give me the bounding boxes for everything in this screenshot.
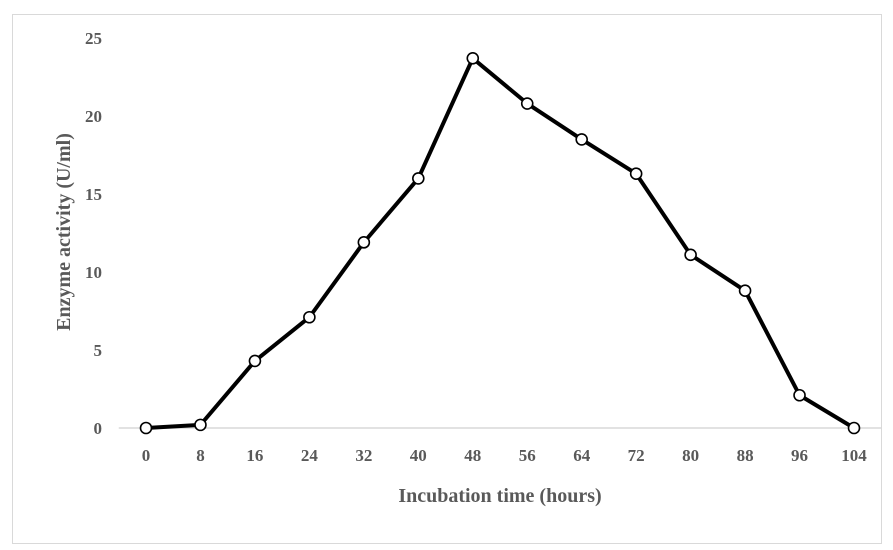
y-tick-label: 25 [85, 29, 102, 48]
data-point [629, 167, 643, 181]
data-point [194, 418, 207, 432]
data-point [520, 97, 534, 110]
y-axis-ticks: 0 5 10 15 20 25 [85, 29, 102, 438]
data-point [575, 133, 588, 146]
x-tick-label: 16 [246, 446, 263, 465]
y-tick-label: 0 [94, 419, 103, 438]
data-point [248, 354, 262, 368]
data-point [466, 51, 480, 65]
x-tick-label: 48 [464, 446, 481, 465]
x-tick-label: 24 [301, 446, 319, 465]
x-tick-label: 0 [142, 446, 151, 465]
y-tick-label: 20 [85, 107, 102, 126]
data-point [847, 421, 861, 435]
y-axis-title: Enzyme activity (U/ml) [53, 133, 75, 331]
data-point [684, 248, 697, 262]
data-point [303, 310, 316, 324]
x-axis-title: Incubation time (hours) [398, 485, 601, 507]
data-point [793, 388, 806, 402]
y-tick-label: 15 [85, 185, 102, 204]
data-point [738, 284, 752, 298]
x-tick-label: 96 [791, 446, 808, 465]
y-tick-label: 5 [94, 341, 103, 360]
data-point [139, 421, 153, 435]
x-tick-label: 32 [355, 446, 372, 465]
x-tick-label: 64 [573, 446, 591, 465]
x-tick-label: 72 [628, 446, 645, 465]
data-markers [139, 51, 861, 435]
data-point [357, 236, 371, 249]
chart-frame [12, 14, 882, 544]
x-tick-label: 104 [841, 446, 867, 465]
x-tick-label: 88 [737, 446, 754, 465]
x-tick-label: 56 [519, 446, 536, 465]
data-point [412, 172, 425, 185]
x-tick-label: 8 [196, 446, 205, 465]
x-tick-label: 80 [682, 446, 699, 465]
x-tick-label: 40 [410, 446, 427, 465]
x-axis-ticks: 0 8 16 24 32 40 48 56 64 72 80 88 96 104 [142, 446, 868, 465]
y-tick-label: 10 [85, 263, 102, 282]
series-line [145, 56, 856, 430]
